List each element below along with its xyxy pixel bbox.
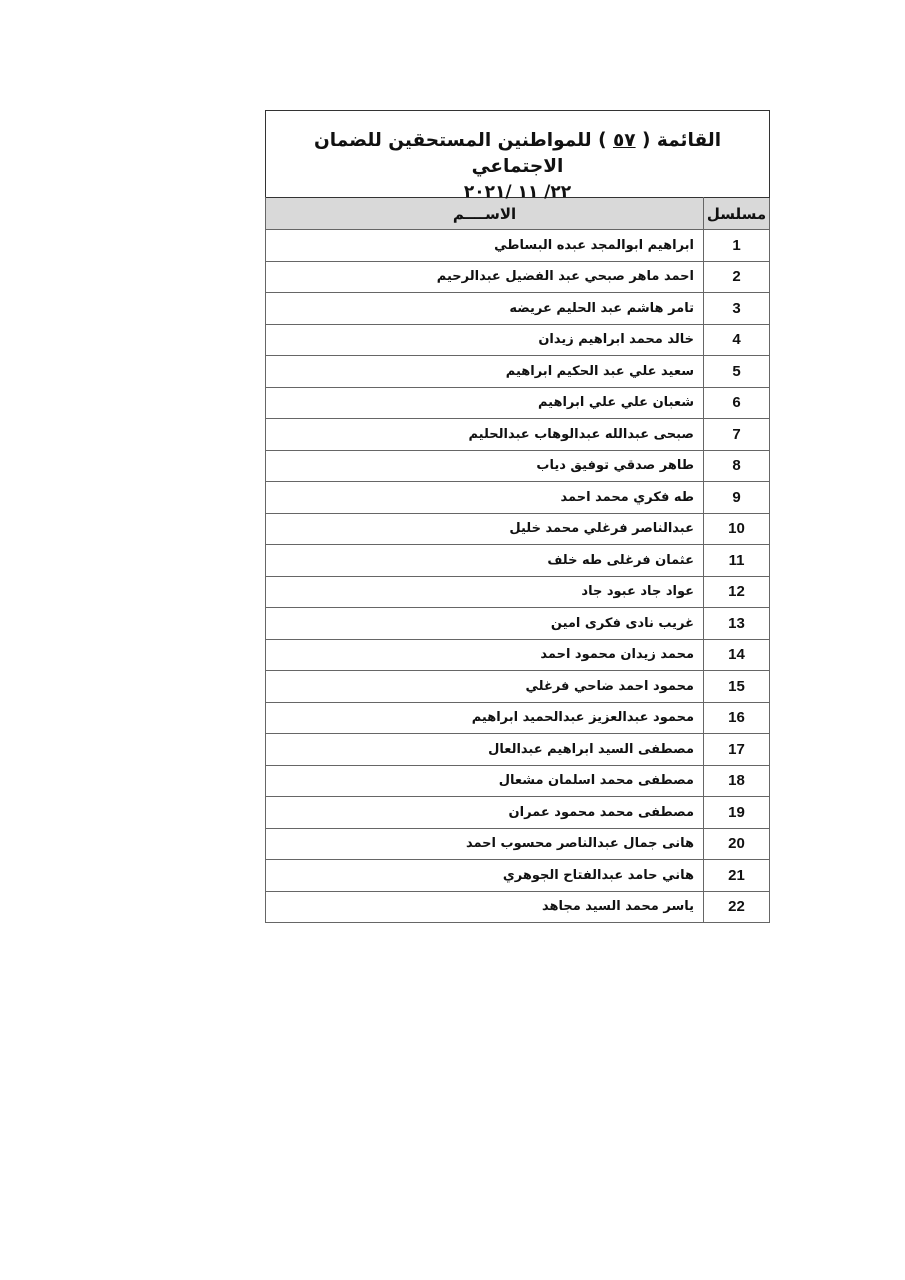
serial-cell: 4	[703, 323, 770, 356]
table-row: 7 صبحى عبدالله عبدالوهاب عبدالحليم	[265, 418, 770, 451]
table-row: 21 هاني حامد عبدالفتاح الجوهري	[265, 859, 770, 892]
name-cell: سعيد علي عبد الحكيم ابراهيم	[265, 355, 704, 388]
table-row: 3 تامر هاشم عبد الحليم عريضه	[265, 292, 770, 325]
serial-cell: 15	[703, 670, 770, 703]
table-row: 10 عبدالناصر فرغلي محمد خليل	[265, 512, 770, 545]
name-cell: عواد جاد عبود جاد	[265, 575, 704, 608]
serial-cell: 8	[703, 449, 770, 482]
title-prefix: القائمة (	[642, 130, 722, 151]
name-cell: طه فكري محمد احمد	[265, 481, 704, 514]
table-row: 5 سعيد علي عبد الحكيم ابراهيم	[265, 355, 770, 388]
serial-cell: 19	[703, 796, 770, 829]
name-cell: هاني حامد عبدالفتاح الجوهري	[265, 859, 704, 892]
name-cell: هانى جمال عبدالناصر محسوب احمد	[265, 827, 704, 860]
table-row: 18 مصطفى محمد اسلمان مشعال	[265, 764, 770, 797]
list-number: ٥٧	[612, 130, 636, 151]
serial-cell: 13	[703, 607, 770, 640]
table-row: 12 عواد جاد عبود جاد	[265, 575, 770, 608]
name-cell: ابراهيم ابوالمجد عبده البساطي	[265, 229, 704, 262]
serial-cell: 18	[703, 764, 770, 797]
name-cell: شعبان علي علي ابراهيم	[265, 386, 704, 419]
serial-cell: 12	[703, 575, 770, 608]
serial-cell: 6	[703, 386, 770, 419]
name-cell: مصطفى محمد محمود عمران	[265, 796, 704, 829]
table-row: 22 ياسر محمد السيد مجاهد	[265, 890, 770, 923]
document-date: ٢٢/ ١١ /٢٠٢١	[463, 182, 572, 202]
table-row: 4 خالد محمد ابراهيم زيدان	[265, 323, 770, 356]
document-title: القائمة ( ٥٧ ) للمواطنين المستحقين للضما…	[266, 128, 769, 180]
table-row: 15 محمود احمد ضاحي فرغلي	[265, 670, 770, 703]
name-cell: محمود احمد ضاحي فرغلي	[265, 670, 704, 703]
table-row: 17 مصطفى السيد ابراهيم عبدالعال	[265, 733, 770, 766]
serial-cell: 20	[703, 827, 770, 860]
serial-cell: 1	[703, 229, 770, 262]
header-serial: مسلسل	[703, 197, 770, 230]
table-row: 1 ابراهيم ابوالمجد عبده البساطي	[265, 229, 770, 262]
table-row: 14 محمد زيدان محمود احمد	[265, 638, 770, 671]
name-cell: محمود عبدالعزيز عبدالحميد ابراهيم	[265, 701, 704, 734]
table-row: 11 عثمان فرغلى طه خلف	[265, 544, 770, 577]
table-row: 2 احمد ماهر صبحي عبد الفضيل عبدالرحيم	[265, 260, 770, 293]
name-cell: صبحى عبدالله عبدالوهاب عبدالحليم	[265, 418, 704, 451]
table-row: 19 مصطفى محمد محمود عمران	[265, 796, 770, 829]
serial-cell: 3	[703, 292, 770, 325]
serial-cell: 11	[703, 544, 770, 577]
header-name: الاســــم	[265, 197, 704, 230]
beneficiaries-document: القائمة ( ٥٧ ) للمواطنين المستحقين للضما…	[265, 110, 770, 923]
beneficiaries-table: مسلسل الاســــم 1 ابراهيم ابوالمجد عبده ا…	[265, 197, 770, 923]
serial-cell: 10	[703, 512, 770, 545]
name-cell: خالد محمد ابراهيم زيدان	[265, 323, 704, 356]
name-cell: تامر هاشم عبد الحليم عريضه	[265, 292, 704, 325]
table-row: 8 طاهر صدقي توفيق دياب	[265, 449, 770, 482]
name-cell: طاهر صدقي توفيق دياب	[265, 449, 704, 482]
table-row: 16 محمود عبدالعزيز عبدالحميد ابراهيم	[265, 701, 770, 734]
table-row: 9 طه فكري محمد احمد	[265, 481, 770, 514]
name-cell: عثمان فرغلى طه خلف	[265, 544, 704, 577]
serial-cell: 2	[703, 260, 770, 293]
title-box: القائمة ( ٥٧ ) للمواطنين المستحقين للضما…	[265, 110, 770, 202]
table-row: 6 شعبان علي علي ابراهيم	[265, 386, 770, 419]
serial-cell: 17	[703, 733, 770, 766]
name-cell: مصطفى السيد ابراهيم عبدالعال	[265, 733, 704, 766]
serial-cell: 5	[703, 355, 770, 388]
name-cell: غريب نادى فكرى امين	[265, 607, 704, 640]
table-header-row: مسلسل الاســــم	[265, 197, 770, 230]
table-row: 13 غريب نادى فكرى امين	[265, 607, 770, 640]
name-cell: محمد زيدان محمود احمد	[265, 638, 704, 671]
table-row: 20 هانى جمال عبدالناصر محسوب احمد	[265, 827, 770, 860]
serial-cell: 14	[703, 638, 770, 671]
serial-cell: 16	[703, 701, 770, 734]
serial-cell: 7	[703, 418, 770, 451]
name-cell: احمد ماهر صبحي عبد الفضيل عبدالرحيم	[265, 260, 704, 293]
title-suffix: ) للمواطنين المستحقين للضمان الاجتماعي	[313, 130, 607, 177]
serial-cell: 22	[703, 890, 770, 923]
serial-cell: 9	[703, 481, 770, 514]
name-cell: مصطفى محمد اسلمان مشعال	[265, 764, 704, 797]
name-cell: عبدالناصر فرغلي محمد خليل	[265, 512, 704, 545]
name-cell: ياسر محمد السيد مجاهد	[265, 890, 704, 923]
serial-cell: 21	[703, 859, 770, 892]
